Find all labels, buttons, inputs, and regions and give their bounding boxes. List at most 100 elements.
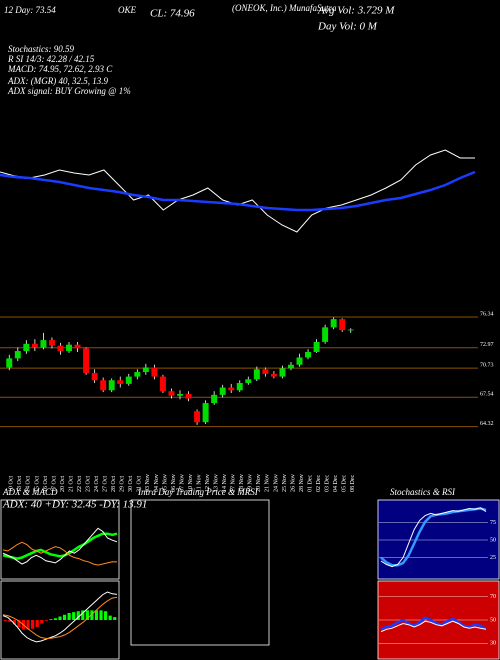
x-tick-label: 08 Dec [350, 475, 356, 492]
line-series [380, 507, 487, 567]
candle-body [330, 319, 337, 328]
histogram-bar [76, 611, 80, 620]
histogram-bar [44, 620, 48, 621]
candle-body [296, 357, 303, 365]
y-tick-label: 50 [490, 617, 496, 623]
line-series [2, 532, 118, 560]
candle-body [100, 380, 107, 391]
histogram-bar [90, 610, 94, 620]
y-tick-label: 67.54 [480, 392, 494, 398]
line-series [2, 527, 118, 565]
histogram-bar [72, 612, 76, 620]
candle-body [74, 344, 81, 349]
histogram-bar [35, 620, 39, 627]
histogram-bar [67, 613, 71, 620]
candle-body [151, 367, 158, 377]
histogram-bar [58, 616, 62, 620]
candle-body [40, 340, 47, 348]
histogram-bar [99, 610, 103, 620]
y-tick-label: 70 [490, 594, 496, 600]
x-tick-label: 14 Nov [222, 474, 228, 492]
y-tick-label: 64.32 [480, 421, 494, 427]
candle-body [159, 376, 166, 392]
stochastics: Stochastics: 90.59 [8, 44, 74, 54]
candle-body [185, 393, 192, 399]
line-series [2, 541, 118, 566]
line-series [380, 507, 487, 568]
candle-body [168, 391, 175, 396]
y-tick-label: 75 [490, 520, 496, 526]
x-tick-label: 25 Nov [282, 474, 288, 492]
histogram-bar [94, 610, 99, 620]
histogram-bar [40, 620, 44, 624]
histogram-bar [12, 620, 16, 625]
macd-frame [0, 580, 120, 660]
x-tick-label: 05 Dec [342, 475, 348, 492]
day-ema: 12 Day: 73.54 [4, 5, 56, 15]
line-series [380, 620, 487, 633]
candle-body [279, 368, 286, 377]
x-tick-label: 06 Nov [171, 474, 177, 492]
histogram-bar [26, 620, 30, 630]
x-tick-label: 24 Oct [94, 476, 100, 492]
x-tick-label: 29 Oct [120, 476, 126, 492]
rsi: R SI 14/3: 42.28 / 42.15 [7, 54, 95, 64]
stoch-frame [377, 499, 500, 580]
x-tick-label: 15 Oct [34, 476, 40, 492]
histogram-bar [53, 618, 58, 620]
x-tick-label: 04 Dec [333, 475, 339, 492]
x-tick-label: 20 Oct [60, 476, 66, 492]
y-tick-label: 72.97 [480, 342, 494, 348]
y-tick-label: 30 [490, 641, 496, 647]
adx-title: ADX & MACD [2, 487, 58, 497]
histogram-bar [17, 620, 21, 627]
line-series [0, 170, 476, 212]
candle-body [23, 343, 30, 352]
candle-body [219, 387, 226, 395]
candle-body [83, 348, 90, 373]
y-tick-label: 25 [490, 555, 496, 561]
candle-body [31, 343, 38, 348]
day-vol: Day Vol: 0 M [317, 21, 378, 33]
x-tick-label: 17 Oct [51, 476, 57, 492]
histogram-bar [108, 615, 112, 620]
histogram-bar [3, 620, 7, 621]
histogram-bar [8, 620, 12, 622]
adx-values: ADX: 40 +DY: 32.45 -DY: 13.91 [2, 499, 147, 511]
stoch-title: Stochastics & RSI [390, 487, 456, 497]
x-tick-label: 13 Oct [17, 476, 23, 492]
x-tick-label: 14 Oct [26, 476, 32, 492]
x-tick-label: 31 Oct [137, 476, 143, 492]
y-tick-label: 50 [490, 537, 496, 543]
candle-body [108, 380, 115, 391]
x-tick-label: 23 Oct [85, 476, 91, 492]
avg-vol: Avg Vol: 3.729 M [317, 5, 395, 17]
line-series [2, 591, 118, 643]
x-tick-label: 11 Nov [196, 474, 202, 492]
candle-body [91, 372, 98, 381]
line-series [380, 616, 487, 631]
x-tick-label: 10 Oct [9, 476, 15, 492]
histogram-bar [113, 617, 117, 620]
candle-body [177, 393, 183, 396]
intraday-frame [130, 499, 270, 646]
x-tick-label: 19 Nov [248, 474, 254, 492]
histogram-bar [31, 620, 35, 629]
histogram-bar [62, 614, 67, 620]
candle-body [245, 379, 252, 383]
candle-body [313, 341, 320, 352]
candle-body [142, 367, 149, 373]
candle-body [287, 364, 294, 369]
line-series [2, 596, 118, 639]
y-tick-label: 70.73 [480, 362, 494, 368]
histogram-bar [85, 610, 89, 620]
candle-body [322, 327, 329, 342]
macd: MACD: 74.95, 72.62, 2.93 C [7, 64, 113, 74]
x-tick-label: 12 Nov [205, 474, 211, 492]
candle-body [236, 382, 243, 391]
candle-body [134, 372, 141, 377]
candle-body [253, 369, 260, 380]
candle-body [6, 358, 13, 368]
symbol: OKE [118, 5, 137, 15]
